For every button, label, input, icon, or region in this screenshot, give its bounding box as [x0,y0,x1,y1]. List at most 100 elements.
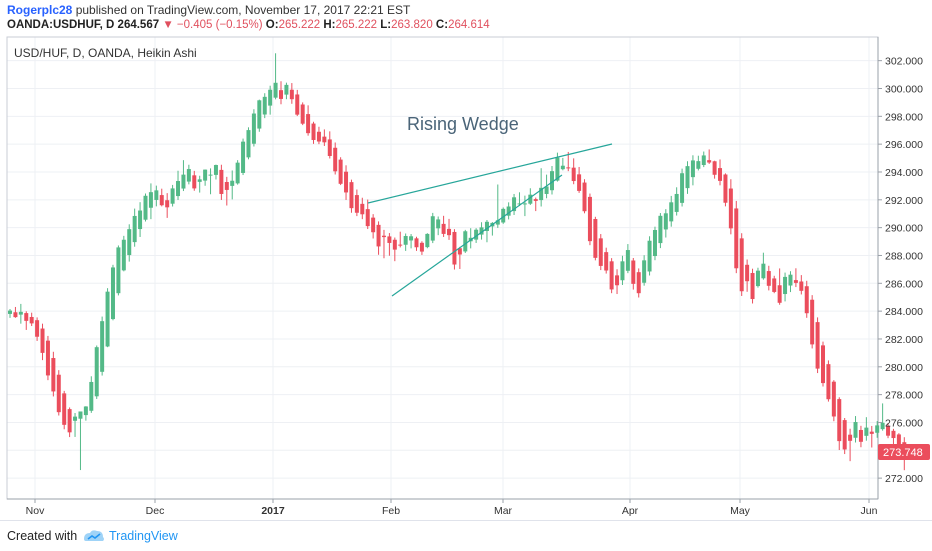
candle-body [138,210,143,230]
candle-body [224,182,229,190]
time-axis[interactable]: Nov Dec 2017 Feb Mar Apr May Jun [26,499,878,517]
y-tick-label: 288.000 [885,250,923,262]
low-label: L: [380,19,392,31]
candle-body [414,238,419,248]
candle [842,418,847,455]
x-tick-label: 2017 [261,505,285,517]
candle [766,265,771,291]
high-label: H: [323,19,336,31]
candle [409,234,414,249]
candle [279,81,283,105]
candle-body [696,161,701,169]
candle-body [392,239,397,250]
wedge-upper-trendline[interactable] [367,143,613,204]
candle-body [165,200,170,208]
candle-body [83,406,88,416]
candle [550,165,554,195]
tradingview-brand-link[interactable]: TradingView [109,529,178,543]
candle [45,335,50,381]
wedge-lower-trendline[interactable] [391,174,563,297]
candle-body [615,275,620,286]
rising-wedge-annotation[interactable]: Rising Wedge [407,114,519,134]
y-tick-label: 290.000 [885,223,923,235]
candle-body [837,399,842,442]
candle [257,99,262,132]
candle [625,244,630,274]
candle [306,105,311,136]
candle [116,245,121,296]
low-value: 263.820 [391,19,433,31]
candle [121,235,126,272]
price-axis[interactable]: 272.000274.000276.000278.000280.000282.0… [878,56,923,485]
candle-body [333,147,338,172]
candle-body [73,416,78,421]
author-link[interactable]: Rogerplc28 [7,3,73,17]
candle-body [777,285,782,303]
down-arrow-icon: ▼ [162,19,174,31]
candle-body [728,188,733,229]
candle-body [110,267,115,320]
candle-body [371,217,376,233]
candle-body [842,420,847,450]
x-tick-label: Mar [494,505,513,517]
candle-body [441,223,446,234]
candle [674,187,679,216]
candle [479,222,484,240]
candle [192,170,197,191]
candle [615,269,620,295]
candle-body [598,238,603,266]
candle [598,234,603,271]
candle [344,165,349,200]
candle-body [289,89,294,100]
candle [371,214,376,239]
y-tick-label: 282.000 [885,334,923,346]
candle-body [62,393,67,425]
candle-body [127,229,132,256]
wedge-trendlines[interactable] [367,143,613,297]
symbol: OANDA:USDHUF, D [7,19,115,31]
candle [365,199,370,230]
candle [235,160,240,185]
candle-body [67,409,72,433]
candle [333,142,338,175]
candle [745,259,750,292]
candle-body [577,174,582,191]
y-tick-label: 302.000 [885,56,923,68]
candle [501,207,506,224]
candle-body [279,90,283,99]
candle-body [316,131,321,142]
candle [13,306,18,318]
candle-body [452,231,457,265]
candle-body [755,270,760,287]
candle [620,255,625,285]
candle-body [853,422,858,438]
candle-body [761,263,766,279]
candle-body [718,168,723,181]
candle [381,229,386,259]
candle [734,200,739,274]
last-price-label: 273.748 [883,447,923,459]
candle-body [766,271,771,286]
candle [772,275,777,294]
candle-body [18,311,23,315]
candle [94,345,99,399]
candle [669,195,674,227]
candle-body [555,157,560,181]
candle [322,129,327,146]
candle [447,218,452,240]
candle-body [831,381,836,417]
x-tick-label: Dec [146,505,165,517]
candle [631,257,636,290]
candle [387,233,392,256]
candle-body [864,427,869,436]
candle [880,403,885,431]
candle-body [430,216,435,241]
candle [728,179,733,235]
candle [750,268,755,304]
candle-body [506,206,511,216]
y-tick-label: 272.000 [885,473,923,485]
x-tick-label: Apr [622,505,639,517]
last-price-tag: 273.748 [878,444,930,460]
candle [869,425,874,448]
price-chart[interactable]: 272.000274.000276.000278.000280.000282.0… [0,0,932,520]
